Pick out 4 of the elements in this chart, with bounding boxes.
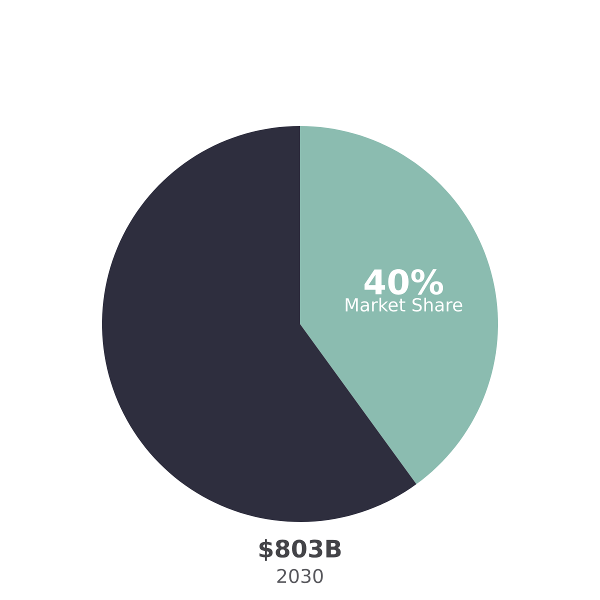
text: 2030 bbox=[277, 568, 323, 584]
data-label: 40% bbox=[364, 269, 444, 295]
slice-label: Market Share bbox=[346, 298, 462, 312]
text: $803B bbox=[259, 539, 341, 561]
